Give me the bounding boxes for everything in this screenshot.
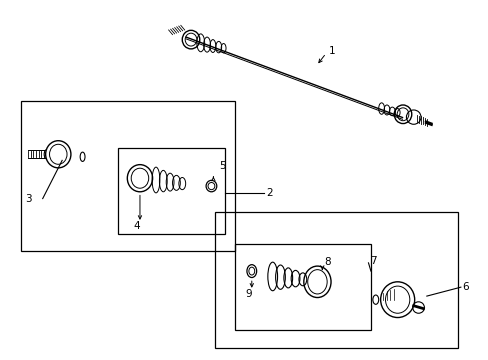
- Bar: [215, 212, 458, 348]
- Text: 4: 4: [133, 221, 140, 231]
- Ellipse shape: [380, 282, 414, 318]
- Bar: [234, 244, 370, 330]
- Text: 8: 8: [324, 257, 331, 267]
- Bar: [21, 102, 234, 251]
- Text: 3: 3: [25, 194, 32, 203]
- Ellipse shape: [45, 141, 71, 168]
- Text: 7: 7: [369, 256, 376, 266]
- Text: 6: 6: [461, 282, 468, 292]
- Bar: [118, 148, 224, 234]
- Text: 9: 9: [244, 289, 251, 299]
- Ellipse shape: [44, 149, 51, 159]
- Text: 2: 2: [266, 188, 272, 198]
- Text: 1: 1: [328, 46, 335, 56]
- Text: 5: 5: [218, 161, 225, 171]
